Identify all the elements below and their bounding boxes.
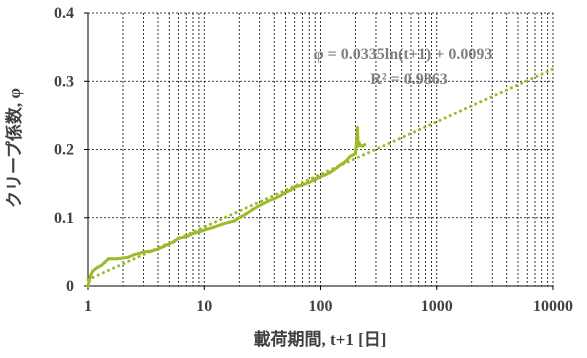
data-point [307, 180, 311, 184]
x-axis-title: 載荷期間, t+1 [日] [254, 329, 387, 349]
data-point [258, 203, 262, 208]
data-point [99, 263, 103, 268]
data-point [106, 257, 111, 261]
data-point [237, 216, 241, 220]
annotations: φ = 0.0335ln(t+1) + 0.0093 R² = 0.9863 [314, 46, 493, 88]
data-point [355, 126, 360, 130]
x-tick-label: 10 [196, 298, 212, 315]
data-point [272, 197, 276, 201]
y-tick-label: 0 [66, 278, 74, 295]
data-point [318, 175, 323, 179]
data-point [355, 137, 359, 141]
data-point [293, 185, 297, 189]
data-point [351, 153, 355, 157]
data-point [357, 141, 361, 145]
y-tick-label: 0.4 [54, 5, 74, 22]
data-point [250, 208, 255, 212]
x-tick-label: 1000 [421, 298, 453, 315]
data-point [110, 257, 114, 261]
data-point [202, 228, 206, 232]
data-point [91, 269, 95, 273]
y-tick-label: 0.3 [54, 73, 74, 90]
data-point [363, 143, 367, 147]
data-point [191, 231, 195, 235]
data-point [348, 154, 352, 158]
r-squared-label: R² = 0.9863 [370, 71, 447, 88]
data-point [116, 257, 120, 261]
trendline-equation: φ = 0.0335ln(t+1) + 0.0093 [314, 46, 493, 63]
data-point [265, 199, 270, 203]
data-point [95, 266, 99, 270]
data-point [132, 253, 136, 257]
y-tick-label: 0.1 [54, 210, 74, 227]
data-point [88, 274, 93, 278]
data-point [278, 194, 282, 198]
trendline [86, 67, 555, 282]
data-point [197, 230, 201, 234]
tick-labels: 0 0.1 0.2 0.3 0.4 1 10 100 1000 10000 [54, 5, 573, 315]
data-point [288, 188, 292, 192]
data-point [141, 250, 146, 254]
data-point [86, 284, 90, 288]
data-point [244, 212, 248, 216]
data-point [126, 255, 130, 259]
data-point [313, 177, 317, 182]
data-point [353, 152, 358, 156]
data-point [283, 190, 288, 195]
x-tick-label: 100 [309, 298, 333, 315]
plot-frame [84, 12, 554, 290]
data-point [219, 223, 223, 227]
y-axis-title: クリープ係数, φ [4, 88, 24, 208]
data-point [121, 256, 125, 260]
data-point [138, 251, 142, 255]
chart-marks [86, 67, 555, 288]
data-point [226, 220, 230, 225]
y-tick-label: 0.2 [54, 142, 74, 159]
data-point [300, 183, 305, 187]
data-point [323, 173, 327, 177]
x-tick-label: 10000 [533, 298, 573, 315]
data-point [211, 225, 216, 229]
x-tick-label: 1 [84, 298, 92, 315]
data-point [103, 260, 107, 264]
data-point [232, 219, 236, 223]
